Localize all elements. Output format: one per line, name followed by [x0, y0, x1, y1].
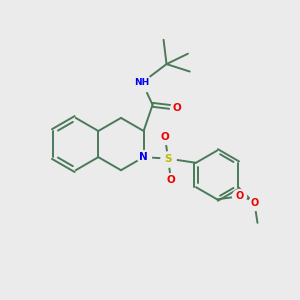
Text: O: O: [250, 199, 259, 208]
Text: O: O: [161, 132, 170, 142]
Text: O: O: [235, 191, 244, 201]
Text: N: N: [139, 152, 148, 162]
Text: S: S: [164, 154, 172, 164]
Text: O: O: [172, 103, 181, 113]
Text: NH: NH: [134, 78, 150, 87]
Text: O: O: [167, 175, 176, 185]
